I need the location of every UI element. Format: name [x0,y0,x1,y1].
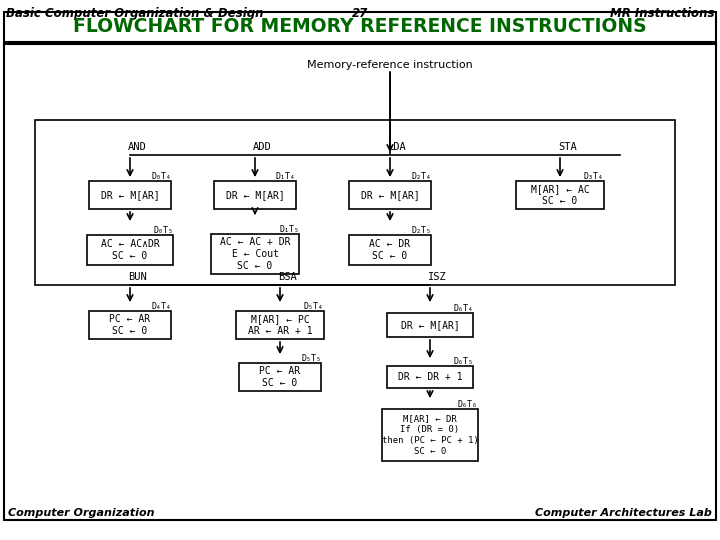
Bar [387,313,473,337]
Text: D₀T₄: D₀T₄ [151,172,171,181]
Text: Memory-reference instruction: Memory-reference instruction [307,60,473,70]
Text: D₃T₄: D₃T₄ [584,172,604,181]
Bar [239,363,321,391]
Bar [516,181,604,209]
Text: PC ← AR
SC ← 0: PC ← AR SC ← 0 [109,314,150,336]
Text: D₆T₅: D₆T₅ [453,357,473,366]
Text: ADD: ADD [253,142,271,152]
Text: BSA: BSA [278,272,297,282]
Bar [35,120,675,285]
Text: D₄T₄: D₄T₄ [151,302,171,311]
Text: M[AR] ← PC
AR ← AR + 1: M[AR] ← PC AR ← AR + 1 [248,314,312,336]
Bar [89,311,171,339]
Bar [349,181,431,209]
Text: LDA: LDA [388,142,407,152]
Text: M[AR] ← DR
If (DR = 0)
then (PC ← PC + 1)
SC ← 0: M[AR] ← DR If (DR = 0) then (PC ← PC + 1… [382,414,478,456]
Text: PC ← AR
SC ← 0: PC ← AR SC ← 0 [259,366,300,388]
Text: DR ← M[AR]: DR ← M[AR] [101,190,159,200]
Text: D₆T₆: D₆T₆ [458,400,478,409]
Text: D₅T₄: D₅T₄ [304,302,324,311]
Text: D₀T₅: D₀T₅ [153,226,173,235]
Text: M[AR] ← AC
SC ← 0: M[AR] ← AC SC ← 0 [531,184,590,206]
Text: D₁T₄: D₁T₄ [276,172,296,181]
Bar [4,12,716,42]
Text: DR ← DR + 1: DR ← DR + 1 [397,372,462,382]
Bar [387,366,473,388]
Text: ISZ: ISZ [428,272,446,282]
Bar [4,44,716,520]
Bar [214,181,296,209]
Text: BUN: BUN [128,272,147,282]
Text: STA: STA [558,142,577,152]
Text: AC ← AC∧DR
SC ← 0: AC ← AC∧DR SC ← 0 [101,239,159,261]
Text: AC ← DR
SC ← 0: AC ← DR SC ← 0 [369,239,410,261]
Text: FLOWCHART FOR MEMORY REFERENCE INSTRUCTIONS: FLOWCHART FOR MEMORY REFERENCE INSTRUCTI… [73,17,647,36]
Bar [211,234,299,274]
Text: Computer Organization: Computer Organization [8,508,155,518]
Text: AC ← AC + DR
E ← Cout
SC ← 0: AC ← AC + DR E ← Cout SC ← 0 [220,237,290,272]
Text: DR ← M[AR]: DR ← M[AR] [400,320,459,330]
Bar [349,235,431,265]
Text: AND: AND [128,142,147,152]
Text: MR Instructions: MR Instructions [610,7,714,20]
Text: Computer Architectures Lab: Computer Architectures Lab [535,508,712,518]
Text: Basic Computer Organization & Design: Basic Computer Organization & Design [6,7,264,20]
Bar [87,235,173,265]
Text: D₂T₄: D₂T₄ [411,172,431,181]
Text: DR ← M[AR]: DR ← M[AR] [361,190,419,200]
Text: DR ← M[AR]: DR ← M[AR] [225,190,284,200]
Text: 27: 27 [352,7,368,20]
Text: D₆T₄: D₆T₄ [453,304,473,313]
Bar [236,311,324,339]
Text: D₁T₅: D₁T₅ [279,225,299,234]
Text: D₅T₅: D₅T₅ [301,354,321,363]
Bar [89,181,171,209]
Bar [382,409,478,461]
Text: D₂T₅: D₂T₅ [411,226,431,235]
